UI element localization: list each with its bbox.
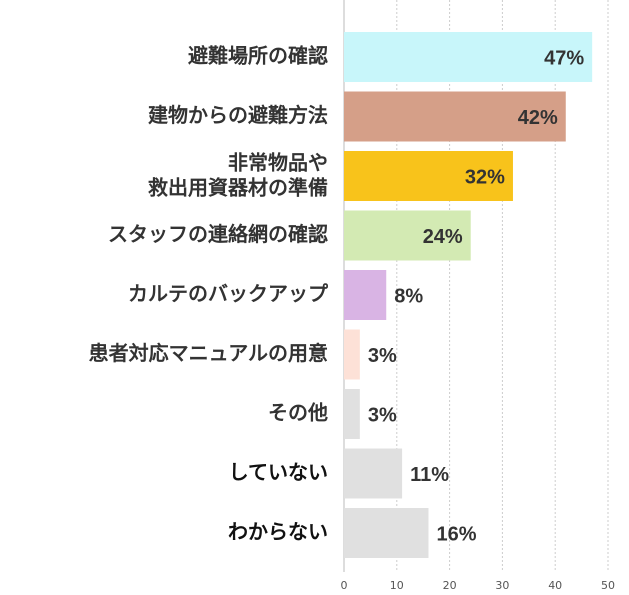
bar bbox=[344, 448, 403, 499]
value-label: 3% bbox=[368, 404, 397, 426]
x-tick-label: 10 bbox=[390, 579, 404, 592]
bar bbox=[344, 508, 429, 558]
bar bbox=[344, 151, 513, 201]
category-label: スタッフの連絡網の確認 bbox=[108, 222, 328, 246]
bar bbox=[344, 32, 593, 82]
category-label: 避難場所の確認 bbox=[188, 44, 328, 68]
value-label: 47% bbox=[544, 47, 584, 69]
category-label: その他 bbox=[268, 401, 328, 425]
bar bbox=[344, 91, 566, 142]
category-label: カルテのバックアップ bbox=[128, 282, 329, 306]
x-tick-label: 0 bbox=[341, 579, 348, 592]
category-label: 患者対応マニュアルの用意 bbox=[89, 341, 328, 365]
value-label: 3% bbox=[368, 345, 397, 367]
category-label: 非常物品や救出用資器材の準備 bbox=[148, 150, 328, 199]
x-tick-label: 40 bbox=[548, 579, 562, 592]
category-label-line: 救出用資器材の準備 bbox=[148, 175, 328, 199]
bar bbox=[344, 210, 471, 261]
bar bbox=[344, 329, 360, 380]
category-label: わからない bbox=[228, 520, 328, 544]
value-label: 16% bbox=[436, 523, 476, 545]
category-label-line: 非常物品や bbox=[228, 150, 328, 174]
bar bbox=[344, 270, 387, 320]
bar bbox=[344, 389, 360, 439]
x-tick-label: 50 bbox=[601, 579, 615, 592]
value-label: 42% bbox=[518, 107, 558, 129]
value-label: 24% bbox=[423, 226, 463, 248]
x-tick-label: 30 bbox=[495, 579, 509, 592]
value-label: 32% bbox=[465, 166, 505, 188]
category-label: していない bbox=[229, 460, 328, 484]
x-tick-label: 20 bbox=[443, 579, 457, 592]
category-label: 建物からの避難方法 bbox=[148, 103, 328, 127]
value-label: 8% bbox=[394, 285, 423, 307]
value-label: 11% bbox=[410, 464, 449, 486]
